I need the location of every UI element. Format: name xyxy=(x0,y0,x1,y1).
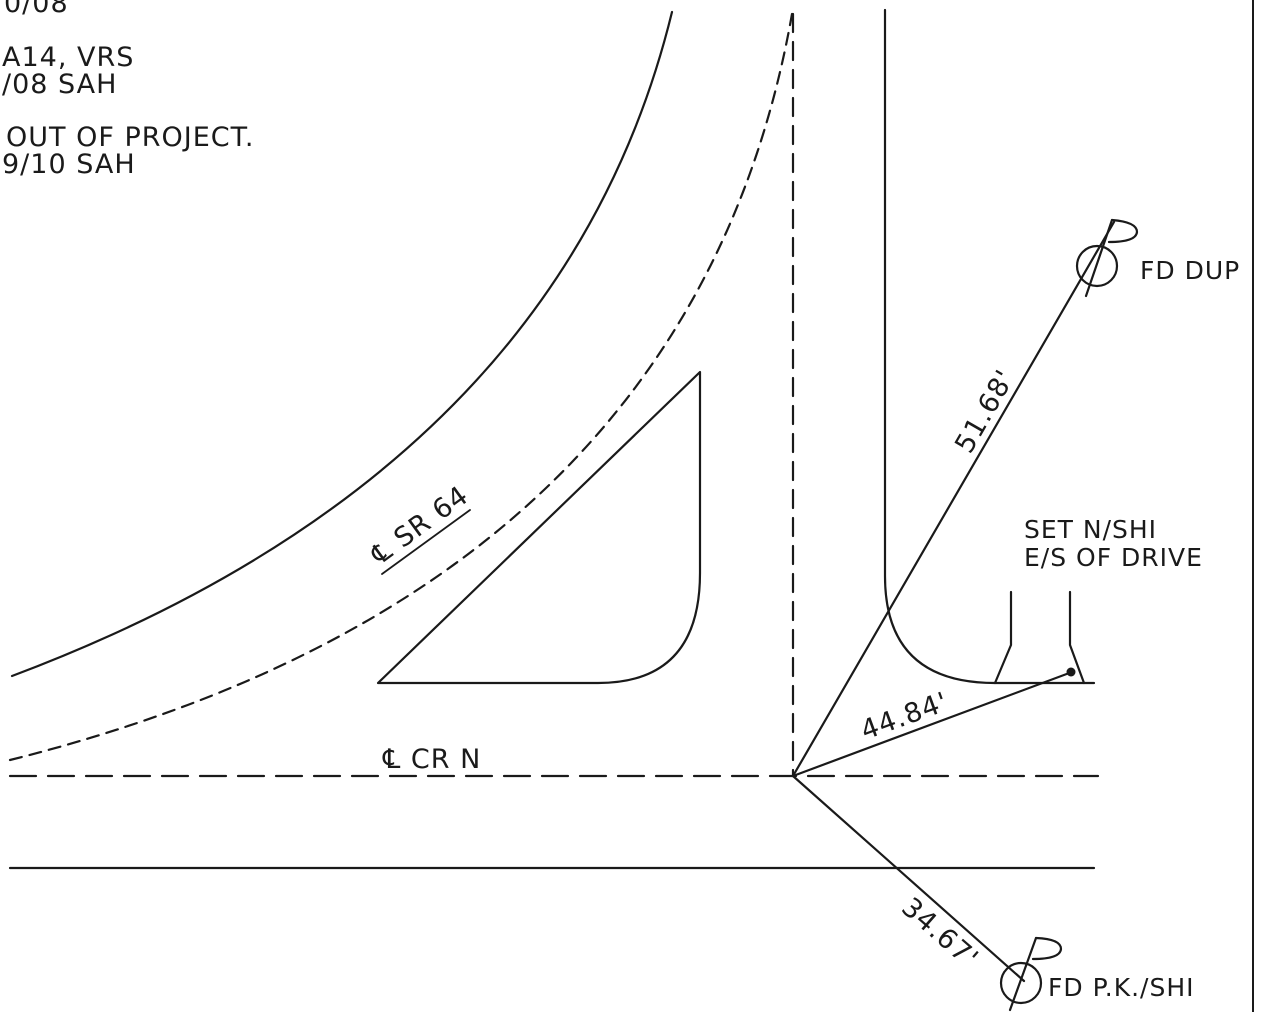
fd-dup-monument-symbol xyxy=(1075,218,1139,298)
pavement-edge-east-return xyxy=(883,8,1096,685)
fd-pk-label: FD P.K./SHI xyxy=(1048,973,1195,1002)
pavement-edge-outer-curve xyxy=(10,10,674,678)
sr64-label: ℄ SR 64 xyxy=(365,480,474,571)
distance-set-nail: 44.84' xyxy=(857,686,953,746)
tie-line-fd-pk xyxy=(791,774,1026,983)
sr64-label-underline xyxy=(381,509,471,575)
tie-line-set-nail xyxy=(791,670,1074,778)
fd-dup-label: FD DUP xyxy=(1140,256,1240,285)
set-nail-label-line-1: SET N/SHI xyxy=(1024,515,1157,544)
note-line-4: OUT OF PROJECT. xyxy=(6,122,255,153)
driveway-west-edge xyxy=(993,590,1013,685)
set-nail-label-line-2: E/S OF DRIVE xyxy=(1024,543,1203,572)
note-line-1: 0/08 xyxy=(4,0,69,19)
note-line-3: /08 SAH xyxy=(2,69,117,100)
fd-pk-monument-symbol xyxy=(999,936,1063,1012)
crn-label: ℄ CR N xyxy=(382,744,481,775)
sr64-centerline xyxy=(8,12,794,762)
traffic-island xyxy=(376,370,702,685)
driveway-east-edge xyxy=(1068,590,1086,685)
note-line-5: 9/10 SAH xyxy=(2,149,136,180)
tie-line-fd-dup xyxy=(791,220,1116,778)
note-line-2: A14, VRS xyxy=(2,42,134,73)
set-nail-point xyxy=(1066,667,1076,677)
